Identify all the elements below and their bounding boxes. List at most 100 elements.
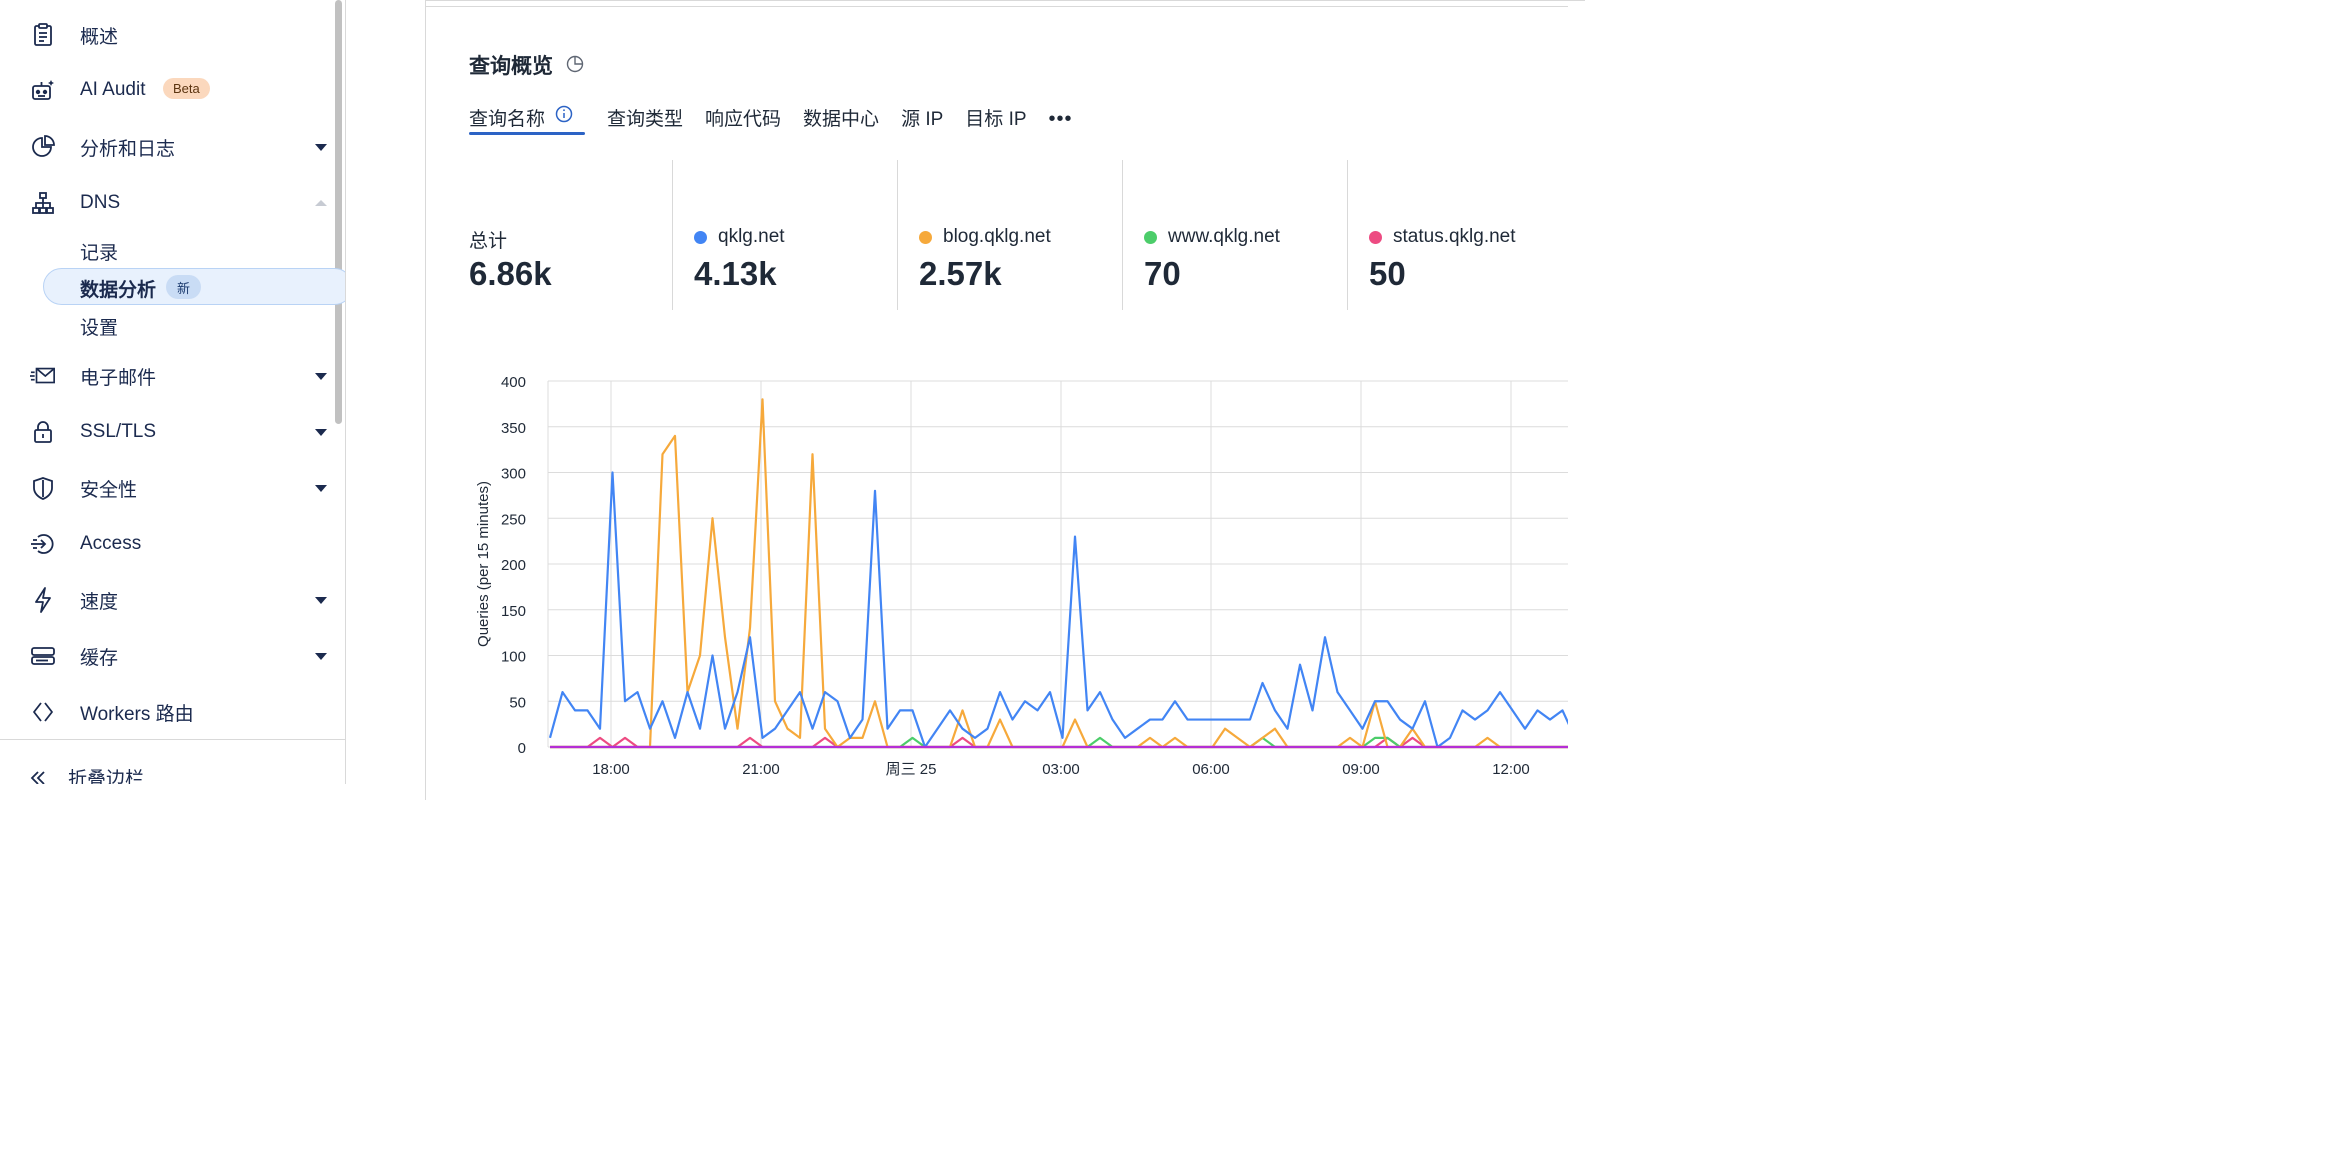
pie-chart-icon	[30, 134, 56, 160]
stat-divider	[897, 160, 898, 310]
sidebar-item-ai-audit[interactable]: AI Audit Beta	[0, 70, 340, 110]
sidebar-subitem-analytics[interactable]: 数据分析	[80, 280, 157, 301]
stat-label: qklg.net	[694, 226, 785, 248]
sidebar-item-label: Access	[80, 533, 142, 554]
chevron-down-icon	[315, 428, 327, 436]
tab-destination-ip[interactable]: 目标 IP	[965, 100, 1026, 134]
tab-data-center[interactable]: 数据中心	[803, 100, 879, 134]
tab-label: 响应代码	[705, 108, 782, 130]
y-tick-label: 200	[501, 557, 526, 574]
tab-label: 源 IP	[901, 108, 944, 130]
y-tick-label: 350	[501, 420, 526, 437]
sidebar: 概述 AI Audit Beta 分析和日志 DNS 记录 数据分析 新 设置 …	[0, 0, 346, 784]
sidebar-item-ssl-tls[interactable]: SSL/TLS	[0, 412, 340, 452]
collapse-sidebar-label: 折叠边栏	[68, 769, 145, 784]
card-divider	[425, 6, 1568, 7]
sidebar-item-label: DNS	[80, 192, 121, 213]
tab-query-type[interactable]: 查询类型	[607, 100, 683, 134]
sidebar-divider	[0, 739, 345, 740]
sidebar-item-label: Workers 路由	[80, 703, 194, 725]
series-line-status-qklg-net	[550, 736, 1568, 749]
stat-label-text: status.qklg.net	[1393, 226, 1516, 247]
clipboard-icon	[30, 22, 56, 48]
stat-divider	[1122, 160, 1123, 310]
stat-value: 50	[1369, 255, 1406, 292]
y-tick-label: 100	[501, 649, 526, 666]
tab-response-code[interactable]: 响应代码	[705, 100, 781, 134]
series-line-qklg-net	[548, 471, 1568, 749]
stat-label: status.qklg.net	[1369, 226, 1516, 248]
legend-dot	[1369, 230, 1382, 244]
stat-label: www.qklg.net	[1144, 226, 1280, 248]
x-tick-label: 09:00	[1342, 761, 1380, 778]
sidebar-item-speed[interactable]: 速度	[0, 580, 340, 620]
stat-value: 70	[1144, 255, 1181, 292]
sidebar-item-label: AI Audit	[80, 79, 146, 100]
robot-icon	[30, 77, 56, 103]
sidebar-item-analytics-logs[interactable]: 分析和日志	[0, 127, 340, 167]
y-tick-label: 150	[501, 603, 526, 620]
y-tick-label: 250	[501, 511, 526, 528]
legend-dot	[1144, 230, 1157, 244]
info-icon[interactable]	[555, 105, 573, 129]
sidebar-item-email[interactable]: 电子邮件	[0, 356, 340, 396]
stat-label-text: www.qklg.net	[1168, 226, 1280, 247]
stat-value: 6.86k	[469, 255, 552, 292]
tab-label: 目标 IP	[965, 108, 1027, 130]
sidebar-item-dns[interactable]: DNS	[0, 183, 340, 223]
chevron-down-icon	[315, 484, 327, 492]
x-tick-label: 21:00	[742, 761, 780, 778]
content-gutter	[347, 0, 425, 784]
tab-label: 查询类型	[607, 108, 684, 130]
y-axis-label: Queries (per 15 minutes)	[475, 481, 492, 647]
x-tick-label: 周三 25	[886, 761, 937, 778]
lock-icon	[30, 419, 56, 445]
tab-source-ip[interactable]: 源 IP	[901, 100, 943, 134]
sidebar-scrollbar[interactable]	[335, 0, 342, 424]
series-line-blog-qklg-net	[550, 398, 1568, 749]
shield-icon	[30, 475, 56, 501]
sidebar-item-cache[interactable]: 缓存	[0, 636, 340, 676]
stat-label-text: qklg.net	[718, 226, 785, 247]
sidebar-subitem-settings[interactable]: 设置	[80, 318, 119, 339]
chevron-down-icon	[315, 143, 327, 151]
storage-icon	[30, 643, 56, 669]
chevron-up-icon	[315, 200, 327, 206]
sidebar-item-overview[interactable]: 概述	[0, 15, 340, 55]
new-badge: 新	[166, 275, 201, 299]
stat-value: 2.57k	[919, 255, 1002, 292]
legend-dot	[919, 230, 932, 244]
tab-bar: 查询名称 查询类型 响应代码 数据中心 源 IP 目标 IP •••	[469, 100, 1073, 135]
stat-label: blog.qklg.net	[919, 226, 1051, 248]
tab-query-name[interactable]: 查询名称	[469, 100, 586, 135]
chevron-down-icon	[315, 372, 327, 380]
sidebar-item-label: 速度	[80, 591, 119, 613]
sidebar-item-label: 分析和日志	[80, 138, 176, 160]
pie-chart-icon[interactable]	[566, 55, 584, 78]
sidebar-item-label: 安全性	[80, 479, 138, 501]
sidebar-item-label: 概述	[80, 26, 119, 48]
stat-label: 总计	[469, 226, 507, 253]
y-tick-label: 0	[518, 740, 526, 757]
x-tick-label: 03:00	[1042, 761, 1080, 778]
sidebar-item-security[interactable]: 安全性	[0, 468, 340, 508]
stat-divider	[1347, 160, 1348, 310]
chevron-down-icon	[315, 652, 327, 660]
y-tick-label: 300	[501, 466, 526, 483]
x-tick-label: 18:00	[592, 761, 630, 778]
stat-value: 4.13k	[694, 255, 777, 292]
more-tabs-button[interactable]: •••	[1048, 107, 1073, 130]
sidebar-item-workers-routes[interactable]: Workers 路由	[0, 692, 340, 732]
sidebar-item-access[interactable]: Access	[0, 524, 340, 564]
collapse-sidebar-button[interactable]: 折叠边栏	[30, 764, 144, 784]
stat-label-text: 总计	[469, 231, 508, 252]
network-icon	[30, 190, 56, 216]
x-tick-label: 12:00	[1492, 761, 1530, 778]
tab-label: 数据中心	[803, 108, 880, 130]
sidebar-item-label: 缓存	[80, 647, 119, 669]
sidebar-subitem-records[interactable]: 记录	[80, 243, 119, 264]
legend-dot	[694, 230, 707, 244]
beta-badge: Beta	[163, 78, 210, 99]
query-overview-card	[425, 0, 1585, 800]
stat-label-text: blog.qklg.net	[943, 226, 1051, 247]
